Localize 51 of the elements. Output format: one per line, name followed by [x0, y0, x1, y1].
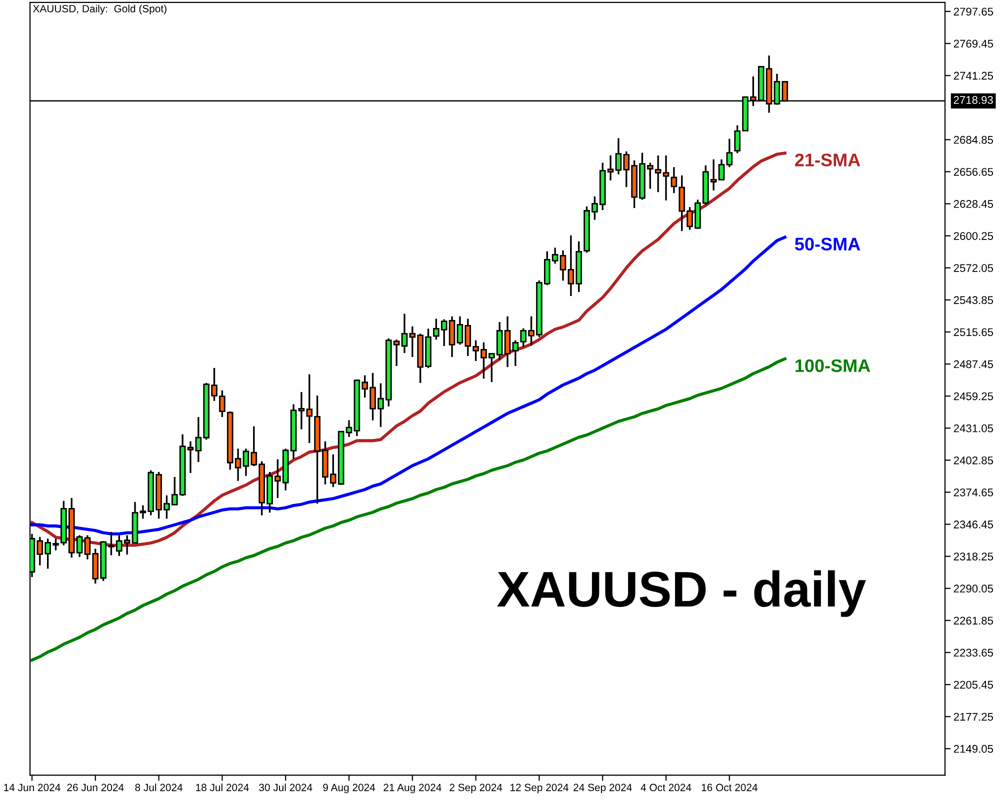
y-tick-label: 2402.85: [954, 456, 994, 464]
y-tick-label: 2741.25: [954, 72, 994, 80]
y-tick-label: 2149.05: [954, 744, 994, 753]
y-tick-label: 2233.65: [954, 648, 994, 657]
candlestick: [504, 316, 511, 368]
y-tick-label: 2290.05: [954, 584, 994, 593]
x-tick-label: 16 Oct 2024: [702, 784, 758, 792]
x-tick-label: 8 Jul 2024: [135, 784, 183, 792]
x-tick-label: 14 Jun 2024: [4, 784, 60, 792]
x-tick-label: 9 Aug 2024: [323, 784, 376, 794]
y-tick-label: 2769.45: [954, 40, 994, 48]
candlestick: [662, 154, 670, 202]
chart-title: XAUUSD, Daily: Gold (Spot): [32, 4, 166, 14]
series-label: 21-SMA: [795, 154, 860, 166]
y-tick-label: 2318.25: [954, 552, 994, 560]
candlestick: [346, 419, 352, 438]
x-tick-label: 2 Sep 2024: [450, 784, 502, 794]
y-tick-label: 2656.65: [954, 168, 994, 176]
y-tick-label: 2543.85: [954, 296, 994, 304]
y-tick-label: 2515.65: [954, 328, 994, 336]
candlestick: [718, 158, 725, 182]
x-tick-label: 18 Jul 2024: [196, 784, 249, 792]
y-tick-label: 2205.45: [954, 680, 994, 689]
x-tick-label: 12 Sep 2024: [510, 784, 568, 794]
y-tick-label: 2431.05: [954, 424, 994, 432]
y-tick-label: 2374.65: [954, 488, 994, 496]
y-tick-label: 2487.45: [954, 360, 994, 368]
series-label: 50-SMA: [794, 238, 860, 250]
y-tick-label: 2572.05: [954, 264, 994, 272]
x-tick-label: 21 Aug 2024: [384, 784, 442, 794]
line-series: [30, 236, 786, 536]
y-tick-label: 2261.85: [954, 616, 994, 625]
candlestick: [726, 138, 733, 168]
candlestick: [560, 250, 566, 282]
y-tick-label: 2600.25: [954, 232, 994, 240]
y-tick-label: 2797.65: [954, 8, 994, 16]
candlestick: [187, 440, 194, 474]
y-tick-label: 2177.25: [954, 712, 994, 721]
candlestick: [670, 166, 678, 194]
x-tick-label: 24 Sep 2024: [574, 784, 632, 794]
x-tick-label: 4 Oct 2024: [640, 784, 692, 792]
x-tick-label: 26 Jun 2024: [67, 784, 124, 792]
candlestick: [401, 312, 408, 354]
y-tick-label: 2628.45: [954, 200, 994, 208]
series-label: 100-SMA: [796, 359, 870, 372]
x-tick-label: 30 Jul 2024: [259, 784, 312, 792]
ref-line-label: 2718.93: [954, 96, 993, 104]
annotation: XAUUSD - daily: [497, 570, 866, 617]
y-tick-label: 2346.45: [954, 520, 994, 528]
y-tick-label: 2459.25: [954, 392, 994, 400]
y-tick-label: 2684.85: [954, 136, 994, 144]
